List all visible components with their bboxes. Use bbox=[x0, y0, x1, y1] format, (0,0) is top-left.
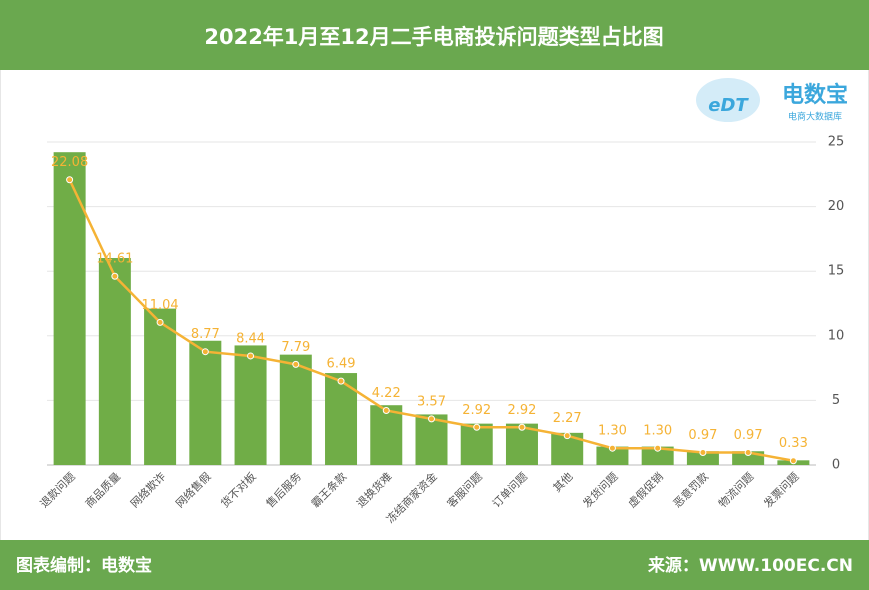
logo: eDT 电数宝 电商大数据库 bbox=[696, 78, 848, 123]
logo-tagline: 电商大数据库 bbox=[788, 111, 842, 123]
bar bbox=[325, 373, 358, 465]
data-label: 11.04 bbox=[141, 298, 178, 313]
bar bbox=[189, 340, 222, 465]
data-label: 14.61 bbox=[96, 252, 133, 267]
header-band bbox=[0, 0, 869, 70]
line-point bbox=[654, 444, 662, 452]
line-point bbox=[563, 432, 571, 440]
bar bbox=[98, 258, 131, 465]
bar bbox=[279, 354, 312, 465]
y-tick-label: 15 bbox=[828, 264, 845, 279]
bar bbox=[144, 308, 177, 465]
data-label: 1.30 bbox=[643, 424, 672, 439]
data-label: 8.77 bbox=[191, 327, 220, 342]
data-label: 0.33 bbox=[779, 436, 808, 451]
data-label: 0.97 bbox=[734, 428, 763, 443]
line-point bbox=[518, 423, 526, 431]
logo-name: 电数宝 bbox=[782, 82, 848, 108]
data-label: 22.08 bbox=[51, 155, 88, 170]
line-point bbox=[66, 176, 74, 184]
y-tick-label: 25 bbox=[828, 135, 845, 150]
y-tick-label: 0 bbox=[832, 458, 840, 473]
y-tick-label: 10 bbox=[828, 328, 845, 343]
data-label: 8.44 bbox=[236, 331, 265, 346]
chart-title: 2022年1月至12月二手电商投诉问题类型占比图 bbox=[204, 25, 663, 49]
bar bbox=[686, 451, 719, 465]
data-label: 4.22 bbox=[372, 386, 401, 401]
data-label: 2.92 bbox=[507, 403, 536, 418]
data-label: 2.92 bbox=[462, 403, 491, 418]
line-point bbox=[699, 448, 707, 456]
line-point bbox=[337, 377, 345, 385]
data-label: 3.57 bbox=[417, 394, 446, 409]
logo-mark: eDT bbox=[708, 95, 749, 116]
footer-band bbox=[0, 540, 869, 590]
footer-right: 来源：WWW.100EC.CN bbox=[647, 555, 853, 576]
data-label: 1.30 bbox=[598, 424, 627, 439]
line-point bbox=[382, 406, 390, 414]
data-label: 2.27 bbox=[553, 411, 582, 426]
bar bbox=[415, 414, 448, 465]
footer-left: 图表编制：电数宝 bbox=[16, 555, 152, 576]
bar bbox=[370, 405, 403, 465]
line-point bbox=[292, 360, 300, 368]
line-point bbox=[201, 348, 209, 356]
line-point bbox=[247, 352, 255, 360]
bar bbox=[53, 152, 86, 465]
bar bbox=[641, 446, 674, 465]
line-point bbox=[789, 457, 797, 465]
line-point bbox=[428, 415, 435, 423]
y-tick-label: 20 bbox=[828, 199, 845, 214]
data-label: 6.49 bbox=[327, 357, 356, 372]
line-point bbox=[156, 318, 164, 326]
bar bbox=[596, 446, 629, 465]
data-label: 0.97 bbox=[688, 428, 717, 443]
line-point bbox=[608, 444, 616, 452]
line-point bbox=[111, 272, 119, 280]
line-point bbox=[473, 423, 481, 431]
y-tick-label: 5 bbox=[832, 393, 840, 408]
bar bbox=[234, 345, 267, 465]
logo-cloud bbox=[696, 78, 760, 122]
data-label: 7.79 bbox=[281, 340, 310, 355]
line-point bbox=[744, 448, 752, 456]
